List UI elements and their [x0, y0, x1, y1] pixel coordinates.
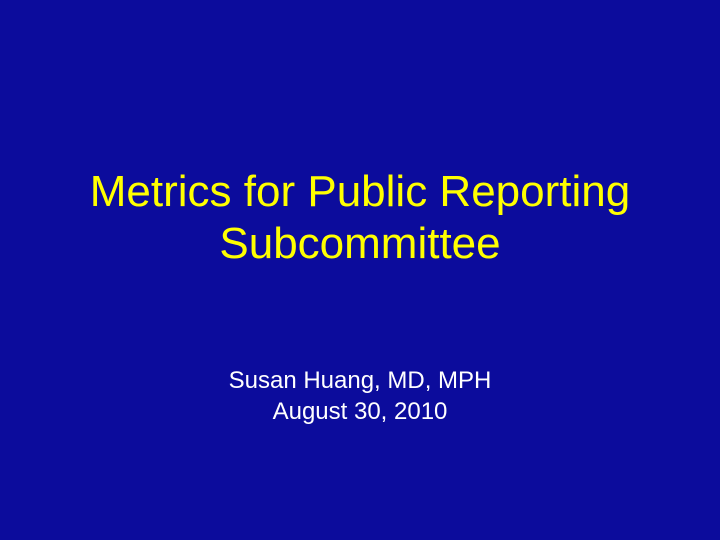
presentation-date: August 30, 2010	[272, 398, 448, 425]
slide-subtitle: Susan Huang, MD, MPH August 30, 2010	[0, 365, 720, 427]
slide-title-line-2: Subcommittee	[219, 219, 501, 268]
slide-title-line-1: Metrics for Public Reporting	[89, 167, 631, 216]
slide-title: Metrics for Public Reporting Subcommitte…	[0, 166, 720, 270]
author-name: Susan Huang, MD, MPH	[228, 367, 492, 394]
